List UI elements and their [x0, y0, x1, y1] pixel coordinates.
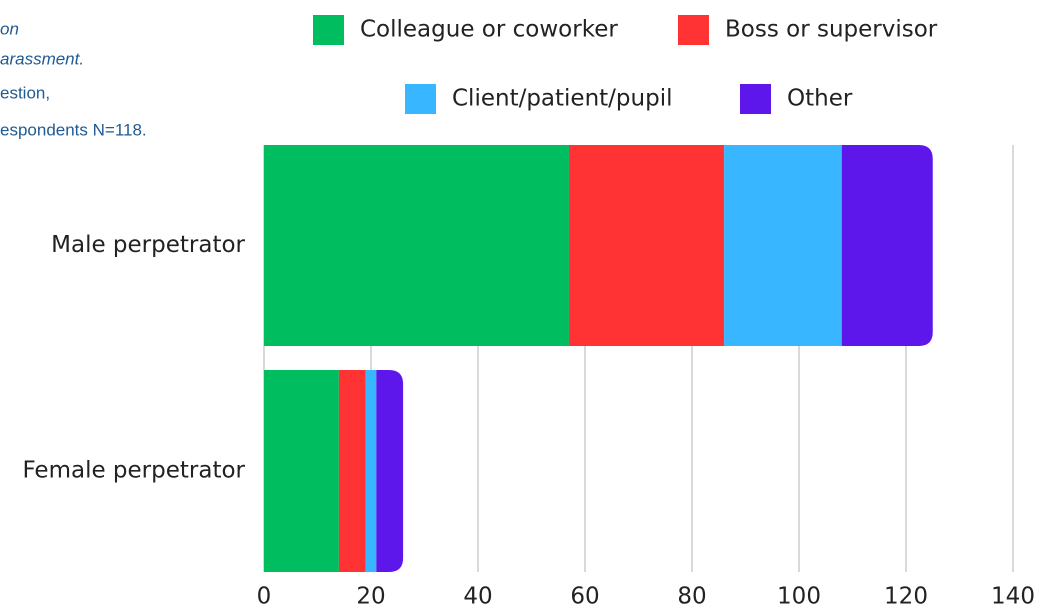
bar-segment — [264, 370, 339, 572]
bar-segment — [376, 370, 404, 572]
bar-segment — [841, 145, 933, 346]
bar-segment — [365, 370, 377, 572]
legend-label: Client/patient/pupil — [452, 86, 673, 112]
note: arassment. — [0, 49, 84, 68]
x-tick-label: 20 — [356, 584, 385, 609]
legend-swatch — [740, 84, 771, 114]
bar-segment — [264, 145, 569, 346]
x-tick-label: 100 — [777, 584, 821, 609]
legend-label: Colleague or coworker — [360, 17, 618, 43]
note: espondents N=118. — [0, 120, 147, 139]
bar-segment — [338, 370, 366, 572]
x-tick-label: 40 — [463, 584, 492, 609]
x-tick-label: 140 — [991, 584, 1035, 609]
legend-swatch — [313, 15, 344, 45]
legend-swatch — [678, 15, 709, 45]
legend-swatch — [405, 84, 436, 114]
bar-segment — [568, 145, 725, 346]
x-tick-label: 60 — [570, 584, 599, 609]
x-tick-label: 0 — [257, 584, 272, 609]
y-tick-label: Female perpetrator — [22, 458, 245, 484]
note: estion, — [0, 83, 50, 102]
bar-segment — [724, 145, 842, 346]
x-tick-label: 80 — [677, 584, 706, 609]
note: on — [0, 19, 19, 38]
y-tick-label: Male perpetrator — [51, 232, 245, 258]
x-tick-label: 120 — [884, 584, 928, 609]
legend-label: Other — [787, 86, 853, 112]
legend-label: Boss or supervisor — [725, 17, 938, 43]
